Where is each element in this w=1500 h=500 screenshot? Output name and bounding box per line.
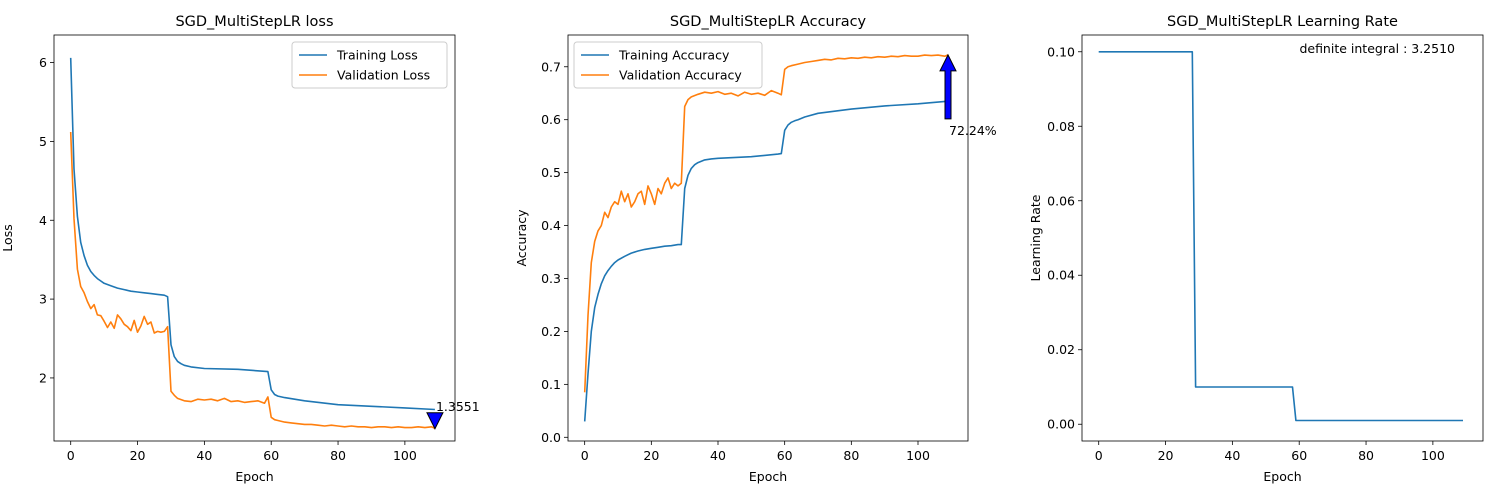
- y-tick-label: 2: [39, 370, 47, 385]
- x-tick-label: 60: [777, 448, 793, 463]
- x-tick-label: 80: [330, 448, 346, 463]
- x-axis-label: Epoch: [749, 469, 787, 484]
- chart-title: SGD_MultiStepLR Accuracy: [670, 14, 867, 30]
- min-loss-annotation: 1.3551: [436, 399, 480, 414]
- x-tick-label: 60: [1291, 448, 1307, 463]
- x-tick-label: 40: [196, 448, 212, 463]
- min-loss-marker: [426, 412, 444, 430]
- chart-title: SGD_MultiStepLR Learning Rate: [1167, 14, 1398, 30]
- series-line-1: [69, 131, 436, 430]
- axes-frame: [53, 34, 456, 442]
- legend-label-0: Training Loss: [336, 48, 418, 63]
- y-tick-label: 0.06: [1047, 193, 1075, 208]
- x-tick-label: 40: [1224, 448, 1240, 463]
- y-tick-label: 0.6: [541, 112, 561, 127]
- y-tick-label: 0.7: [541, 59, 561, 74]
- y-tick-label: 0.4: [541, 218, 561, 233]
- x-tick-label: 0: [1095, 448, 1103, 463]
- x-tick-label: 80: [843, 448, 859, 463]
- y-tick-label: 0.00: [1047, 417, 1075, 432]
- x-tick-label: 20: [1158, 448, 1174, 463]
- x-tick-label: 100: [1421, 448, 1445, 463]
- max-accuracy-annotation: 72.24%: [949, 123, 997, 138]
- legend-label-1: Validation Loss: [337, 68, 430, 83]
- y-tick-label: 5: [39, 134, 47, 149]
- y-tick-label: 0.3: [541, 271, 561, 286]
- legend: Training Loss Validation Loss: [291, 41, 448, 89]
- series-line-0: [1098, 50, 1463, 422]
- x-tick-label: 0: [581, 448, 589, 463]
- x-axis-label: Epoch: [235, 469, 273, 484]
- x-axis-label: Epoch: [1263, 469, 1301, 484]
- legend-label-1: Validation Accuracy: [619, 68, 742, 83]
- x-tick-label: 100: [906, 448, 930, 463]
- y-tick-label: 0.04: [1047, 268, 1075, 283]
- legend-label-0: Training Accuracy: [618, 48, 730, 63]
- y-axis-label: Loss: [0, 224, 15, 251]
- x-tick-label: 20: [643, 448, 659, 463]
- x-tick-label: 20: [130, 448, 146, 463]
- axes-frame: [567, 34, 969, 442]
- series-line-0: [69, 57, 435, 411]
- loss-chart-panel: SGD_MultiStepLR loss Epoch Loss 0 20 40 60 80 10…: [0, 14, 480, 484]
- y-axis-label: Learning Rate: [1028, 194, 1043, 281]
- y-tick-label: 0.5: [541, 165, 561, 180]
- y-tick-label: 4: [39, 213, 47, 228]
- series-line-0: [583, 100, 949, 422]
- y-tick-label: 0.2: [541, 324, 561, 339]
- y-tick-label: 0.02: [1047, 342, 1075, 357]
- y-tick-label: 0.10: [1047, 44, 1075, 59]
- legend-box: [291, 41, 448, 89]
- y-tick-label: 0.0: [541, 430, 561, 445]
- y-tick-label: 3: [39, 292, 47, 307]
- x-tick-label: 0: [67, 448, 75, 463]
- legend: Training Accuracy Validation Accuracy: [573, 41, 763, 89]
- axes-frame: [1081, 34, 1484, 442]
- y-tick-label: 0.1: [541, 377, 561, 392]
- accuracy-chart-panel: SGD_MultiStepLR Accuracy Epoch Accuracy 0 20…: [514, 14, 997, 484]
- x-tick-label: 100: [393, 448, 417, 463]
- x-tick-label: 60: [263, 448, 279, 463]
- integral-annotation: definite integral : 3.2510: [1299, 41, 1455, 56]
- x-tick-label: 40: [710, 448, 726, 463]
- chart-title: SGD_MultiStepLR loss: [175, 14, 333, 30]
- learning-rate-chart-panel: SGD_MultiStepLR Learning Rate Epoch Learni…: [1028, 14, 1484, 484]
- series-line-1: [583, 54, 949, 393]
- legend-box: [573, 41, 763, 89]
- y-tick-label: 6: [39, 55, 47, 70]
- y-tick-label: 0.08: [1047, 119, 1075, 134]
- max-accuracy-arrow: [939, 53, 957, 120]
- y-axis-label: Accuracy: [514, 209, 529, 267]
- x-tick-label: 80: [1358, 448, 1374, 463]
